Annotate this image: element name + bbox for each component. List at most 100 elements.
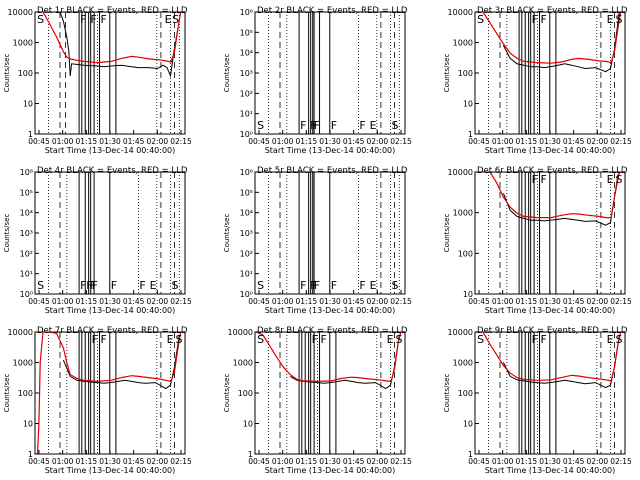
panel-title: Det 7r BLACK = Events, RED = LLD [37,326,188,336]
y-tick-label: 10⁵ [240,188,253,197]
x-axis-label: Start Time (13-Dec-14 00:40:00) [45,466,176,475]
flag-letter: S [396,333,403,346]
y-tick-label: 10¹ [20,270,33,279]
x-tick-label: 02:15 [390,137,412,146]
x-tick-label: 00:45 [468,137,490,146]
flag-letter: F [312,333,318,346]
flag-letter: F [541,173,547,186]
series-lld-line [36,331,182,455]
y-tick-label: 10000 [228,328,253,337]
x-tick-label: 00:45 [468,457,490,466]
flag-letter: F [359,119,365,132]
y-tick-label: 1 [28,450,33,459]
y-tick-label: 10¹ [240,270,253,279]
x-tick-label: 02:00 [587,297,609,306]
x-axis-label: Start Time (13-Dec-14 00:40:00) [485,306,616,315]
flag-letter: S [616,13,623,26]
y-axis-label: Counts/sec [443,214,451,253]
x-tick-label: 01:15 [516,297,538,306]
x-tick-label: 02:00 [587,457,609,466]
x-tick-label: 01:30 [99,137,121,146]
y-tick-label: 10² [20,249,33,258]
y-tick-label: 10 [23,420,33,429]
y-axis-label: Counts/sec [223,54,231,93]
y-tick-label: 10³ [240,229,253,238]
y-tick-label: 100 [458,389,473,398]
x-tick-label: 01:45 [563,297,585,306]
flag-letter: E [167,333,174,346]
flag-letter: F [300,279,306,292]
y-axis-label: Counts/sec [443,374,451,413]
x-tick-label: 01:00 [272,457,294,466]
y-tick-label: 10000 [448,328,473,337]
y-tick-label: 10⁰ [20,290,33,299]
y-tick-label: 1 [468,130,473,139]
y-axis-label: Counts/sec [223,214,231,253]
flag-letter: F [300,119,306,132]
x-tick-label: 00:45 [28,457,50,466]
flag-letter: F [532,13,538,26]
flag-letter: F [331,119,337,132]
flag-letter: E [607,173,614,186]
x-tick-label: 02:00 [367,457,389,466]
series-lld-line [42,11,182,64]
x-tick-label: 01:00 [52,457,74,466]
x-tick-label: 01:15 [516,137,538,146]
series-lld-line [476,11,622,64]
panel-title: Det 3r BLACK = Events, RED = LLD [477,6,628,16]
series-events-line [62,334,180,390]
x-tick-label: 02:00 [147,137,169,146]
y-tick-label: 10⁴ [20,209,33,218]
x-tick-label: 01:45 [563,137,585,146]
y-tick-label: 10² [240,249,253,258]
x-tick-label: 00:45 [248,137,270,146]
x-tick-label: 01:15 [296,457,318,466]
x-tick-label: 01:45 [343,297,365,306]
flag-letter: F [90,279,96,292]
x-tick-label: 02:15 [170,297,192,306]
x-tick-label: 02:15 [390,297,412,306]
flag-letter: E [607,333,614,346]
x-tick-label: 01:15 [516,457,538,466]
flag-letter: F [101,333,107,346]
x-tick-label: 01:00 [52,137,74,146]
y-tick-label: 10 [243,420,253,429]
x-tick-label: 01:00 [272,297,294,306]
flag-letter: S [616,333,623,346]
y-tick-label: 10⁶ [240,8,253,17]
x-tick-label: 01:45 [343,457,365,466]
flag-letter: E [607,13,614,26]
y-tick-label: 1 [468,450,473,459]
y-tick-label: 10⁵ [20,188,33,197]
y-tick-label: 1000 [13,359,33,368]
flag-letter: S [391,279,398,292]
y-tick-label: 10 [463,100,473,109]
flag-letter: F [139,279,145,292]
x-tick-label: 01:30 [539,457,561,466]
flag-letter: F [532,333,538,346]
flag-letter: S [616,173,623,186]
x-tick-label: 02:00 [367,297,389,306]
x-tick-label: 01:45 [343,137,365,146]
x-tick-label: 00:45 [468,297,490,306]
x-tick-label: 01:45 [123,137,145,146]
y-tick-label: 1 [248,450,253,459]
y-tick-label: 10 [463,420,473,429]
flag-letter: F [331,279,337,292]
flag-letter: S [37,13,44,26]
x-tick-label: 01:15 [76,137,98,146]
x-tick-label: 01:30 [99,457,121,466]
flag-letter: F [359,279,365,292]
series-events-line [289,334,400,390]
x-tick-label: 02:15 [170,457,192,466]
series-lld-line [489,171,622,219]
x-axis-label: Start Time (13-Dec-14 00:40:00) [265,306,396,315]
x-tick-label: 01:00 [52,297,74,306]
flag-letter: S [37,279,44,292]
x-tick-label: 01:15 [296,297,318,306]
x-tick-label: 00:45 [28,137,50,146]
x-tick-label: 01:30 [539,137,561,146]
x-tick-label: 01:00 [272,137,294,146]
